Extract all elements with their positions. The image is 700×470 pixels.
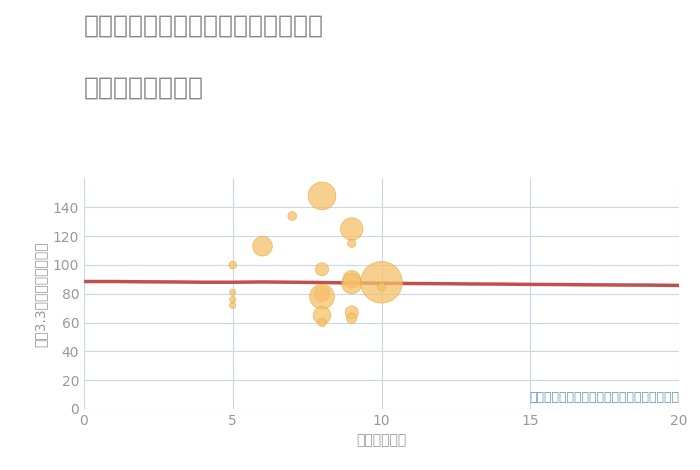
Point — [257, 243, 268, 250]
Point — [316, 266, 328, 273]
Text: 円の大きさは、取引のあった物件面積を示す: 円の大きさは、取引のあった物件面積を示す — [529, 392, 679, 404]
Point — [316, 293, 328, 300]
Text: 神奈川県横浜市南区井土ヶ谷中町の: 神奈川県横浜市南区井土ヶ谷中町の — [84, 14, 324, 38]
Point — [346, 309, 357, 316]
Point — [227, 302, 238, 309]
X-axis label: 駅距離（分）: 駅距離（分） — [356, 433, 407, 447]
Point — [227, 261, 238, 269]
Point — [376, 278, 387, 286]
Point — [346, 240, 357, 247]
Point — [287, 212, 298, 220]
Point — [227, 289, 238, 296]
Point — [346, 225, 357, 233]
Point — [346, 275, 357, 283]
Point — [316, 290, 328, 298]
Point — [346, 280, 357, 288]
Point — [376, 283, 387, 290]
Point — [227, 296, 238, 303]
Text: 駅距離別土地価格: 駅距離別土地価格 — [84, 75, 204, 99]
Point — [316, 319, 328, 326]
Y-axis label: 坪（3.3㎡）単価（万円）: 坪（3.3㎡）単価（万円） — [33, 241, 47, 346]
Point — [316, 192, 328, 200]
Point — [346, 314, 357, 322]
Point — [316, 312, 328, 319]
